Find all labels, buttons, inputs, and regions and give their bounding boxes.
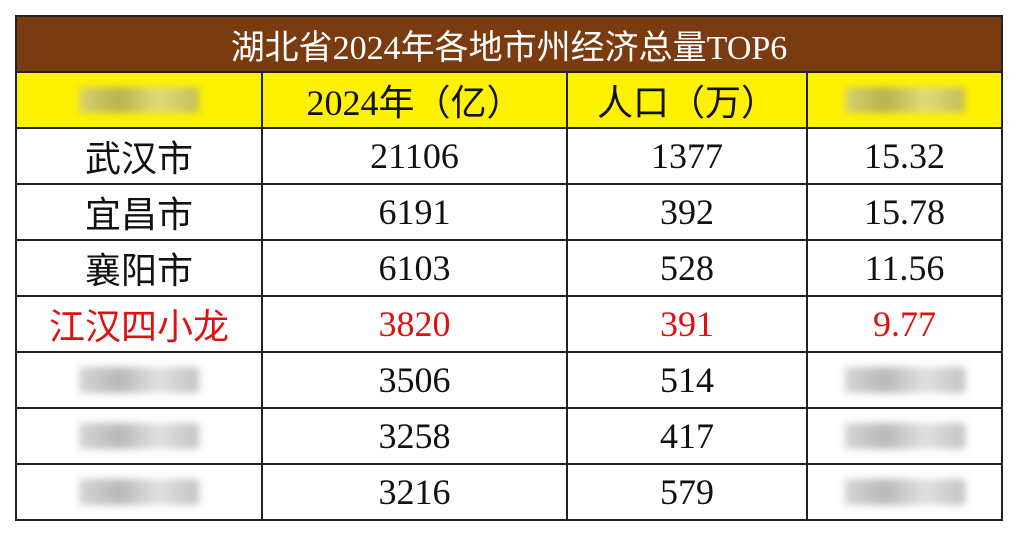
blurred-text <box>844 479 965 505</box>
table-cell: 528 <box>568 241 808 297</box>
table-cell: 9.77 <box>808 297 1003 353</box>
blurred-text <box>79 423 199 449</box>
blurred-text <box>844 423 965 449</box>
table-cell: 6103 <box>263 241 568 297</box>
header-cell: 人口（万） <box>568 73 808 129</box>
table-cell <box>15 353 263 409</box>
header-cell <box>808 73 1003 129</box>
header-cell <box>15 73 263 129</box>
table-cell: 15.78 <box>808 185 1003 241</box>
table-title: 湖北省2024年各地市州经济总量TOP6 <box>15 15 1003 73</box>
table-cell: 417 <box>568 409 808 465</box>
table-cell: 武汉市 <box>15 129 263 185</box>
table-cell: 3258 <box>263 409 568 465</box>
blurred-text <box>79 479 199 505</box>
table-cell: 579 <box>568 465 808 521</box>
table-cell <box>808 465 1003 521</box>
table-cell: 21106 <box>263 129 568 185</box>
table-cell: 襄阳市 <box>15 241 263 297</box>
table-cell: 15.32 <box>808 129 1003 185</box>
table-cell <box>15 465 263 521</box>
blurred-text <box>844 367 965 393</box>
table-cell <box>808 353 1003 409</box>
table-cell: 392 <box>568 185 808 241</box>
table-cell: 3506 <box>263 353 568 409</box>
table-cell: 3820 <box>263 297 568 353</box>
table-cell: 江汉四小龙 <box>15 297 263 353</box>
blurred-text <box>79 367 199 393</box>
table-cell: 514 <box>568 353 808 409</box>
table-cell: 6191 <box>263 185 568 241</box>
blurred-text <box>79 87 199 113</box>
blurred-text <box>844 87 965 113</box>
table-cell: 391 <box>568 297 808 353</box>
table-cell: 11.56 <box>808 241 1003 297</box>
table-cell: 宜昌市 <box>15 185 263 241</box>
table-cell <box>15 409 263 465</box>
header-cell: 2024年（亿） <box>263 73 568 129</box>
table-cell: 1377 <box>568 129 808 185</box>
table-cell <box>808 409 1003 465</box>
table-cell: 3216 <box>263 465 568 521</box>
